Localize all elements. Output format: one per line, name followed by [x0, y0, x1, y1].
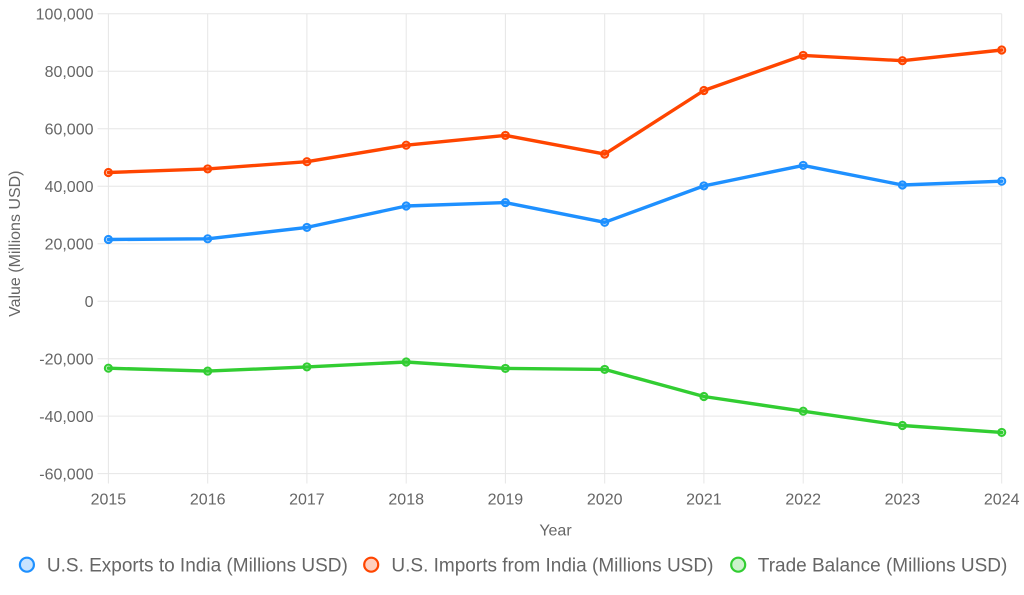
svg-text:2024: 2024: [984, 491, 1020, 508]
svg-text:80,000: 80,000: [45, 64, 94, 81]
svg-text:-60,000: -60,000: [39, 466, 93, 483]
svg-text:2023: 2023: [885, 491, 921, 508]
svg-text:100,000: 100,000: [36, 7, 94, 24]
svg-text:2016: 2016: [190, 491, 226, 508]
svg-text:2018: 2018: [388, 491, 424, 508]
svg-text:-40,000: -40,000: [39, 409, 93, 426]
svg-text:Year: Year: [539, 522, 572, 539]
svg-text:40,000: 40,000: [45, 179, 94, 196]
svg-text:-20,000: -20,000: [39, 351, 93, 368]
svg-text:2021: 2021: [686, 491, 722, 508]
svg-text:U.S. Exports to India (Million: U.S. Exports to India (Millions USD): [47, 555, 348, 576]
svg-text:20,000: 20,000: [45, 236, 94, 253]
svg-text:2015: 2015: [91, 491, 127, 508]
svg-text:Trade Balance (Millions USD): Trade Balance (Millions USD): [758, 555, 1008, 576]
svg-text:0: 0: [85, 294, 94, 311]
svg-text:2022: 2022: [785, 491, 821, 508]
svg-text:60,000: 60,000: [45, 122, 94, 139]
svg-text:2017: 2017: [289, 491, 325, 508]
svg-text:U.S. Imports from India (Milli: U.S. Imports from India (Millions USD): [391, 555, 713, 576]
svg-text:Value (Millions USD): Value (Millions USD): [7, 170, 24, 316]
svg-text:2019: 2019: [488, 491, 524, 508]
svg-text:2020: 2020: [587, 491, 623, 508]
